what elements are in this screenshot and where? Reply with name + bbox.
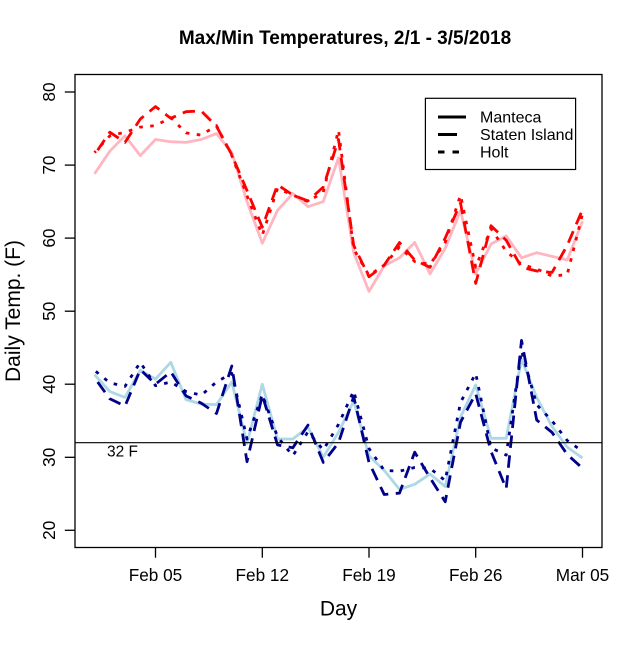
svg-text:70: 70 [39,156,59,175]
svg-text:30: 30 [39,448,59,467]
svg-text:50: 50 [39,302,59,321]
svg-text:Manteca: Manteca [480,110,541,127]
svg-text:Day: Day [320,598,358,621]
svg-text:Daily Temp. (F): Daily Temp. (F) [2,240,25,382]
svg-text:40: 40 [39,375,59,394]
svg-text:32 F: 32 F [107,444,138,461]
svg-text:Mar 05: Mar 05 [556,565,610,585]
svg-text:Feb 26: Feb 26 [449,565,503,585]
svg-text:20: 20 [39,521,59,540]
svg-text:Feb 12: Feb 12 [236,565,290,585]
svg-text:Staten Island: Staten Island [480,127,573,144]
svg-text:Holt: Holt [480,145,509,162]
svg-text:Feb 19: Feb 19 [342,565,396,585]
svg-text:Max/Min Temperatures, 2/1 - 3/: Max/Min Temperatures, 2/1 - 3/5/2018 [179,28,511,49]
svg-text:80: 80 [39,82,59,101]
svg-text:60: 60 [39,229,59,248]
svg-text:Feb 05: Feb 05 [129,565,183,585]
